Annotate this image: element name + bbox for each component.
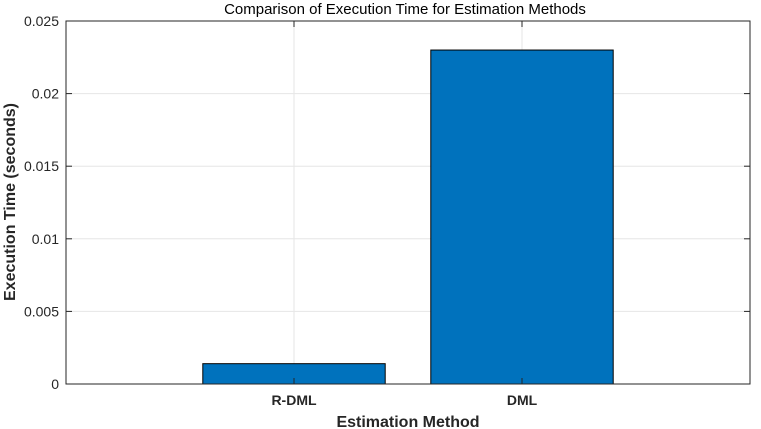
y-tick-label: 0.025 (24, 13, 59, 29)
y-axis-title: Execution Time (seconds) (2, 103, 19, 301)
chart-title: Comparison of Execution Time for Estimat… (224, 1, 586, 18)
x-axis-title: Estimation Method (336, 414, 479, 429)
x-axis-ticks: R-DML DML (271, 21, 538, 408)
y-tick-label: 0.005 (24, 303, 59, 319)
y-tick-label: 0.02 (32, 86, 59, 102)
grid-lines (66, 21, 750, 384)
y-axis-ticks: 0 0.005 0.01 0.015 0.02 0.025 (24, 13, 750, 392)
y-tick-label: 0.015 (24, 158, 59, 174)
x-tick-label: R-DML (271, 392, 317, 408)
y-tick-label: 0 (51, 376, 59, 392)
bars-group (202, 49, 614, 385)
y-tick-label: 0.01 (32, 231, 59, 247)
x-tick-label: DML (507, 392, 538, 408)
plot-frame (65, 20, 751, 385)
bar-dml (430, 49, 614, 385)
